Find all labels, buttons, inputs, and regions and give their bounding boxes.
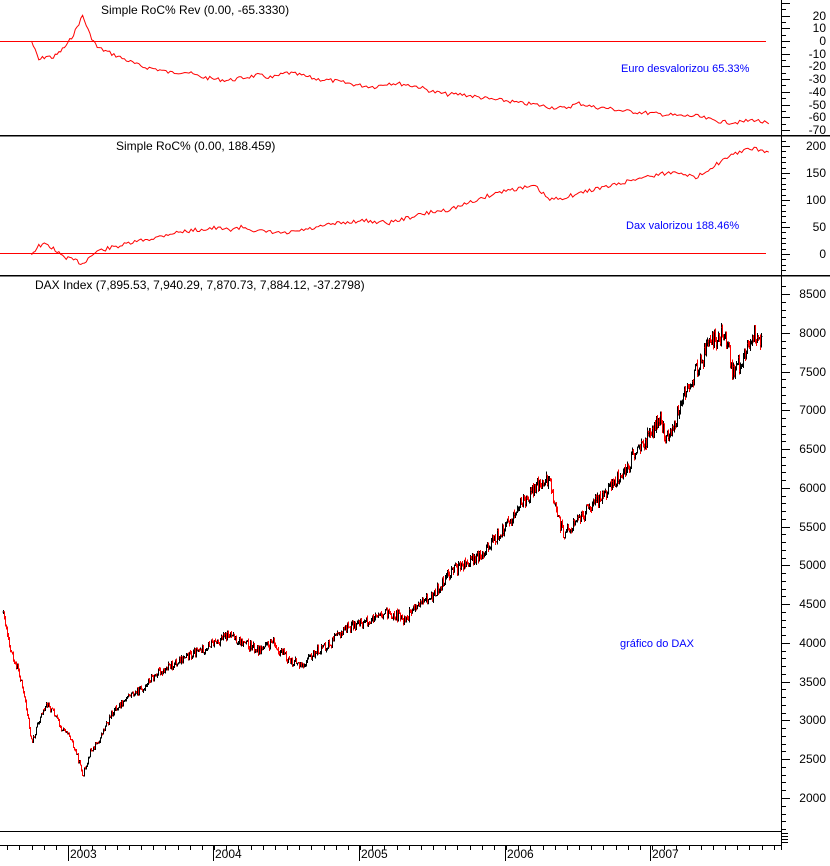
x-tick-label: 2004 xyxy=(215,847,242,861)
y-tick-label: -30 xyxy=(808,72,826,87)
y-tick-label: 6000 xyxy=(799,480,826,495)
y-tick-label: 2000 xyxy=(799,791,826,805)
y-tick-label: -20 xyxy=(808,59,826,74)
euro-roc-line xyxy=(31,14,770,125)
top-panel-annotation: Euro desvalorizou 65.33% xyxy=(621,63,750,75)
y-tick-label: 4000 xyxy=(799,635,826,650)
y-tick-label: 20 xyxy=(812,8,826,23)
y-tick-label: 10 xyxy=(812,21,826,36)
y-tick-label: 4500 xyxy=(799,597,826,612)
y-tick-label: 8500 xyxy=(799,287,826,301)
main-panel-title: DAX Index (7,895.53, 7,940.29, 7,870.73,… xyxy=(35,278,365,292)
ohlc-bar xyxy=(760,333,763,348)
y-tick-label: -70 xyxy=(808,122,826,137)
y-tick-label: -60 xyxy=(808,110,826,125)
y-tick-label: 0 xyxy=(819,247,826,261)
y-tick-label: -50 xyxy=(808,97,826,112)
dax-roc-line xyxy=(31,146,770,266)
y-tick-label: 8000 xyxy=(799,325,826,340)
ohlc-bar xyxy=(167,661,170,671)
y-tick-label: 150 xyxy=(805,166,826,180)
y-tick-label: 50 xyxy=(812,220,826,234)
y-tick-label: 7000 xyxy=(799,403,826,418)
ohlc-bar xyxy=(28,717,31,730)
y-tick-label: 100 xyxy=(805,193,826,207)
middle-panel-annotation: Dax valorizou 188.46% xyxy=(626,220,740,232)
x-tick-label: 2006 xyxy=(507,847,534,861)
y-tick-label: 2500 xyxy=(799,752,826,767)
y-tick-label: 5000 xyxy=(799,558,826,573)
top-panel-title: Simple RoC% Rev (0.00, -65.3330) xyxy=(101,3,290,17)
main-panel-annotation: gráfico do DAX xyxy=(620,638,694,650)
y-tick-label: 3000 xyxy=(799,713,826,728)
y-tick-label: 200 xyxy=(805,139,826,153)
y-tick-label: 3500 xyxy=(799,674,826,689)
x-tick-label: 2003 xyxy=(70,847,97,861)
y-tick-label: 6500 xyxy=(799,442,826,457)
middle-panel-title: Simple RoC% (0.00, 188.459) xyxy=(116,139,276,153)
y-tick-label: 5500 xyxy=(799,519,826,534)
y-tick-label: -10 xyxy=(808,46,826,61)
y-tick-label: 0 xyxy=(819,34,826,48)
x-tick-label: 2005 xyxy=(361,847,388,861)
ohlc-bar xyxy=(585,504,588,515)
x-tick-label: 2007 xyxy=(652,847,679,861)
y-tick-label: -40 xyxy=(808,84,826,99)
y-tick-label: 7500 xyxy=(799,364,826,379)
ohlc-bar xyxy=(29,727,32,737)
